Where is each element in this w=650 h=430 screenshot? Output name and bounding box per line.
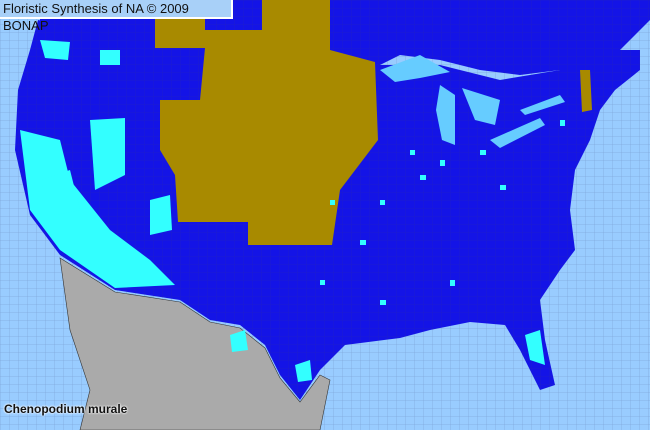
map-title: Floristic Synthesis of NA © 2009 BONAP bbox=[0, 0, 233, 33]
great-lakes bbox=[380, 55, 565, 148]
mexico-region bbox=[59, 257, 331, 430]
species-label: Chenopodium murale bbox=[4, 402, 128, 416]
absent-state-ne bbox=[580, 70, 592, 112]
absent-states-region bbox=[155, 0, 378, 245]
present-counties bbox=[20, 40, 565, 382]
